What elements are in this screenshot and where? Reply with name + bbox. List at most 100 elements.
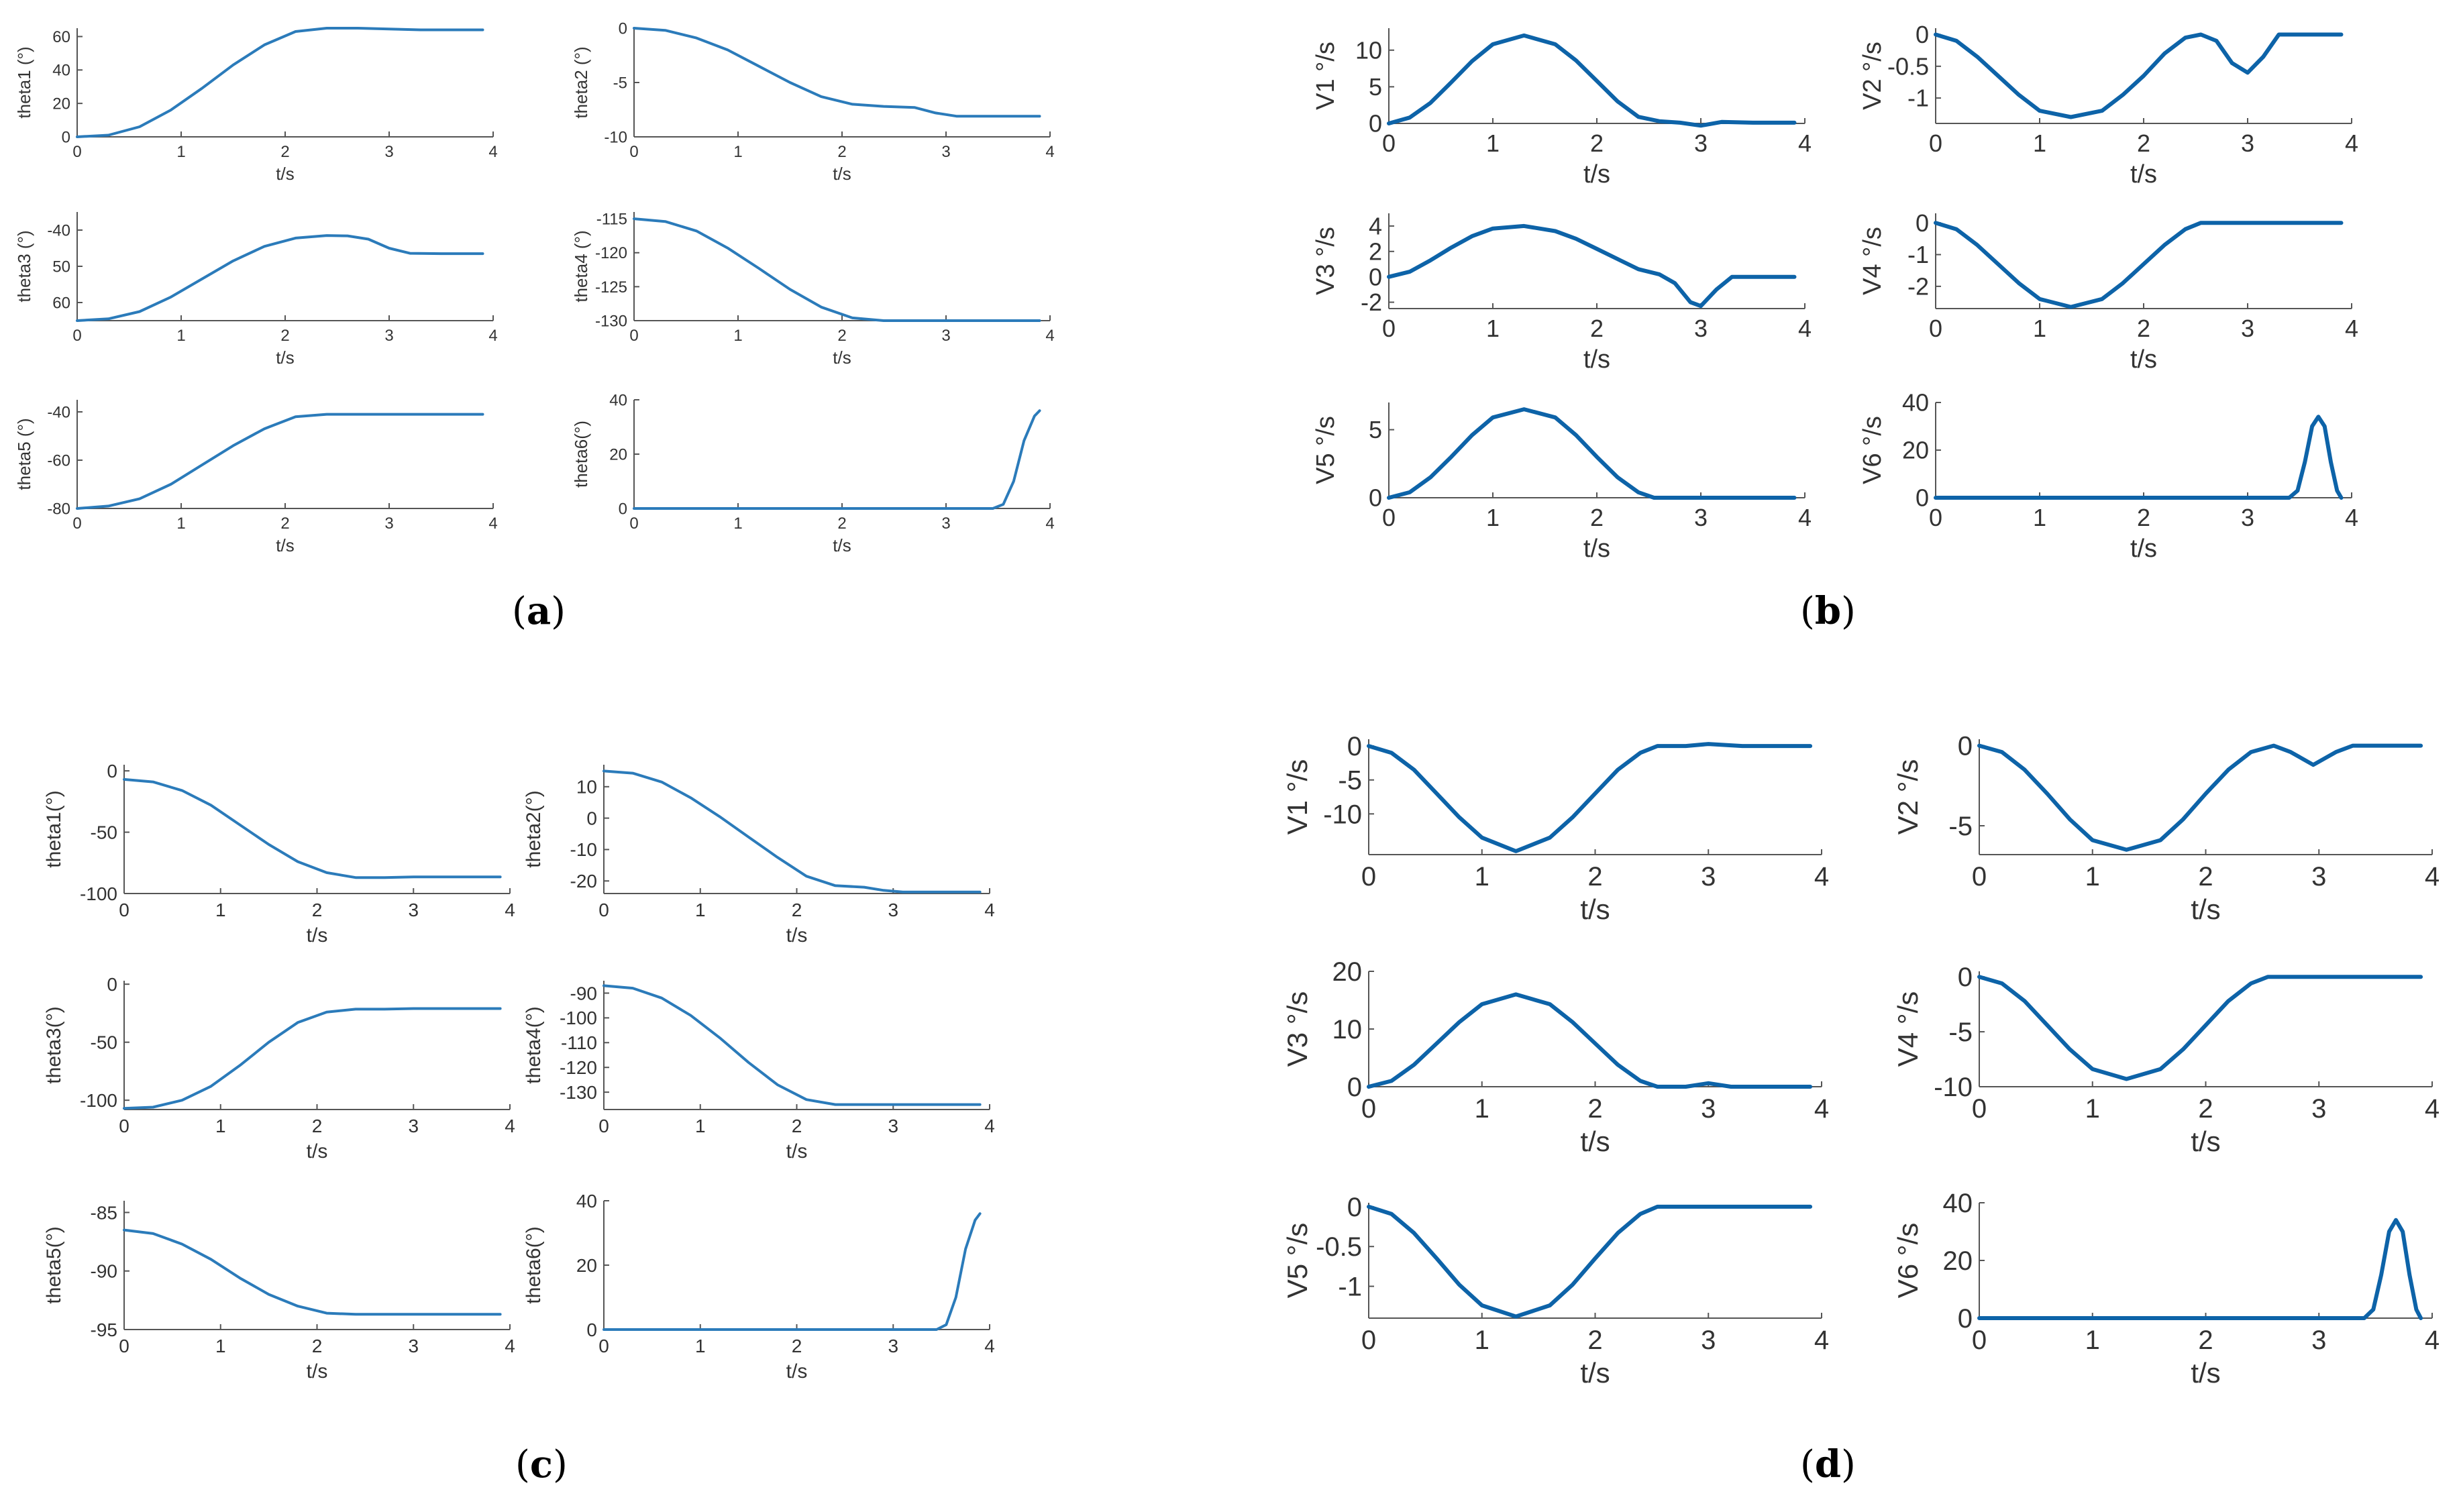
- chart-d-2: 0 1 2 3 4 0 10 20 t/s V3 °/s: [1281, 957, 1829, 1157]
- x-tick-label: 0: [1361, 862, 1376, 892]
- x-tick-label: 3: [2311, 1326, 2326, 1355]
- x-tick-label: 2: [312, 900, 323, 920]
- y-tick-label: -120: [560, 1057, 597, 1078]
- y-axis-label: theta5(°): [43, 1226, 65, 1303]
- x-tick-label: 1: [2085, 1094, 2100, 1124]
- y-tick-label: 40: [1902, 389, 1929, 417]
- series-line-V5: [1387, 407, 1797, 500]
- x-tick-label: 4: [1798, 504, 1812, 531]
- x-tick-label: 2: [312, 1336, 323, 1356]
- chart-d-1: 0 1 2 3 4 0 -5 t/s V2 °/s: [1892, 732, 2440, 925]
- y-tick-label: 0: [1347, 732, 1362, 761]
- y-tick-label: -115: [596, 211, 627, 229]
- y-axis-label: theta2 (°): [571, 46, 591, 118]
- x-tick-label: 0: [1972, 1326, 1987, 1355]
- x-axis-label: t/s: [2191, 894, 2220, 925]
- y-tick-label: 40: [1943, 1189, 1973, 1218]
- series-line-V4: [1934, 221, 2344, 309]
- y-tick-label: -110: [561, 1032, 597, 1053]
- x-tick-label: 1: [176, 143, 185, 161]
- x-tick-label: 0: [119, 900, 129, 920]
- x-axis-label: t/s: [786, 1360, 808, 1383]
- x-tick-label: 3: [2241, 315, 2254, 342]
- x-tick-label: 0: [1382, 504, 1396, 531]
- x-tick-label: 0: [1382, 315, 1396, 342]
- series-line-V3: [1387, 223, 1797, 309]
- y-tick-label: 0: [1916, 209, 1929, 237]
- y-tick-label: -85: [91, 1202, 117, 1223]
- x-tick-label: 4: [1045, 327, 1054, 345]
- y-tick-label: -0.5: [1316, 1232, 1362, 1262]
- x-tick-label: 0: [1382, 129, 1396, 157]
- x-axis-label: t/s: [786, 1140, 808, 1163]
- x-tick-label: 2: [280, 143, 289, 161]
- x-tick-label: 1: [733, 143, 742, 161]
- y-tick-label: 10: [1332, 1015, 1363, 1044]
- x-tick-label: 3: [941, 143, 950, 161]
- x-tick-label: 1: [1475, 862, 1489, 892]
- x-tick-label: 0: [119, 1116, 129, 1136]
- chart-a-4: 0 1 2 3 4 -40 -60 -80 t/s theta5 (°): [14, 400, 498, 555]
- x-tick-label: 1: [695, 900, 706, 920]
- x-tick-label: 2: [312, 1116, 323, 1136]
- y-tick-label: 20: [576, 1255, 597, 1276]
- y-tick-label: 40: [576, 1191, 597, 1211]
- chart-c-2: 0 1 2 3 4 0 -50 -100 t/s theta3(°): [43, 974, 515, 1163]
- y-tick-label: 0: [1958, 963, 1973, 992]
- x-tick-label: 3: [1694, 129, 1708, 157]
- y-axis-label: V4 °/s: [1858, 227, 1887, 295]
- x-axis-label: t/s: [276, 535, 294, 555]
- x-tick-label: 1: [2033, 315, 2046, 342]
- x-tick-label: 2: [2198, 1326, 2213, 1355]
- y-tick-label: -20: [570, 871, 597, 892]
- y-tick-label: -90: [570, 983, 597, 1004]
- y-axis-label: theta4 (°): [571, 230, 591, 302]
- x-tick-label: 1: [215, 1116, 226, 1136]
- y-tick-label: 0: [1916, 484, 1929, 512]
- x-tick-label: 3: [408, 1336, 419, 1356]
- y-tick-label: -1: [1907, 241, 1929, 268]
- series-line-theta2: [633, 27, 1041, 118]
- x-tick-label: 4: [1798, 129, 1812, 157]
- chart-a-1: 0 1 2 3 4 -10 -5 0 t/s theta2 (°): [571, 19, 1055, 184]
- x-axis-label: t/s: [2191, 1357, 2220, 1389]
- y-tick-label: 0: [107, 974, 117, 995]
- y-tick-label: -50: [91, 822, 117, 843]
- chart-b-4: 0 1 2 3 4 0 5 t/s V5 °/s: [1312, 402, 1812, 563]
- x-tick-label: 0: [629, 143, 638, 161]
- x-tick-label: 2: [2198, 1094, 2213, 1124]
- x-axis-label: t/s: [786, 924, 808, 947]
- x-tick-label: 1: [695, 1336, 706, 1356]
- x-tick-label: 0: [1929, 129, 1942, 157]
- x-tick-label: 4: [984, 1336, 995, 1356]
- series-line-V2: [1934, 32, 2344, 119]
- x-tick-label: 1: [2085, 1326, 2100, 1355]
- x-tick-label: 4: [2345, 129, 2358, 157]
- x-tick-label: 3: [384, 515, 393, 533]
- y-tick-label: 0: [1958, 1304, 1973, 1334]
- x-tick-label: 3: [2241, 129, 2254, 157]
- x-tick-label: 2: [2137, 129, 2150, 157]
- y-tick-label: -10: [604, 128, 627, 146]
- y-tick-label: -130: [560, 1082, 597, 1103]
- x-axis-label: t/s: [1583, 160, 1610, 188]
- chart-c-3: 0 1 2 3 4 -90 -100 -110 -120 -130 t/s theta4(°): [523, 981, 995, 1163]
- y-tick-label: -125: [595, 278, 627, 296]
- y-tick-label: 10: [576, 777, 597, 798]
- series-line-V6: [1977, 1218, 2423, 1320]
- y-tick-label: 5: [1369, 416, 1382, 443]
- y-tick-label: -10: [1323, 800, 1362, 829]
- x-tick-label: 4: [1798, 315, 1812, 342]
- x-tick-label: 4: [984, 1116, 995, 1136]
- x-tick-label: 0: [629, 327, 638, 345]
- x-tick-label: 1: [176, 515, 185, 533]
- x-tick-label: 4: [984, 900, 995, 920]
- x-axis-label: t/s: [307, 1360, 328, 1383]
- panel-label-c: (c): [515, 1442, 568, 1487]
- y-axis-label: theta3(°): [43, 1006, 65, 1083]
- y-tick-label: 20: [1902, 437, 1929, 464]
- x-axis-label: t/s: [1583, 345, 1610, 374]
- chart-d-0: 0 1 2 3 4 0 -5 -10 t/s V1 °/s: [1281, 732, 1829, 925]
